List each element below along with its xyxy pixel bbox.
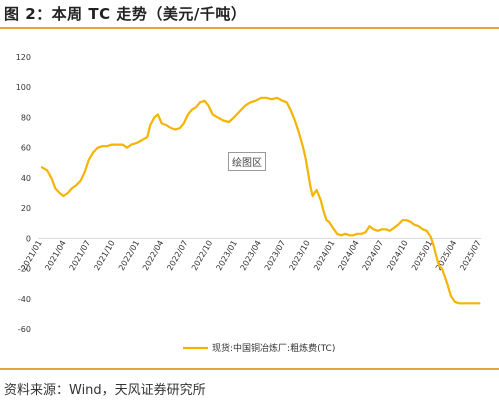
legend: 现货:中国铜冶炼厂:粗炼费(TC) bbox=[183, 342, 335, 354]
y-tick-label: 100 bbox=[16, 83, 31, 92]
x-tick-label: 2022/01 bbox=[117, 239, 141, 272]
y-tick-label: 40 bbox=[21, 174, 31, 183]
y-tick-label: 20 bbox=[21, 204, 31, 213]
x-axis-ticks: 2021/01 2021/04 2021/07 2021/10 2022/01 2022/… bbox=[19, 239, 482, 272]
x-tick-label: 2023/01 bbox=[214, 239, 238, 272]
y-axis-ticks: -60 -40 -20 0 20 40 60 80 100 120 bbox=[16, 53, 31, 334]
legend-label: 现货:中国铜冶炼厂:粗炼费(TC) bbox=[212, 342, 335, 354]
x-tick-label: 2023/04 bbox=[239, 239, 263, 272]
x-tick-label: 2021/10 bbox=[92, 239, 116, 272]
bottom-rule bbox=[0, 368, 499, 370]
x-tick-label: 2022/07 bbox=[165, 239, 189, 272]
x-tick-label: 2021/04 bbox=[43, 239, 67, 272]
x-tick-label: 2024/07 bbox=[361, 239, 385, 272]
tc-series-line bbox=[40, 96, 481, 305]
x-tick-label: 2023/07 bbox=[263, 239, 287, 272]
x-tick-label: 2024/01 bbox=[312, 239, 336, 272]
y-tick-label: 120 bbox=[16, 53, 31, 62]
source-note: 资料来源：Wind，天风证券研究所 bbox=[4, 383, 206, 398]
x-tick-label: 2025/07 bbox=[458, 239, 482, 272]
x-tick-label: 2021/01 bbox=[19, 239, 43, 272]
y-tick-label: 80 bbox=[21, 113, 31, 122]
x-tick-label: 2022/04 bbox=[141, 239, 165, 272]
y-tick-label: -20 bbox=[18, 265, 31, 274]
x-tick-label: 2023/10 bbox=[287, 239, 311, 272]
plot-area-label: 绘图区 bbox=[228, 152, 266, 171]
x-tick-label: 2024/04 bbox=[336, 239, 360, 272]
y-tick-label: -40 bbox=[18, 295, 31, 304]
y-tick-label: -60 bbox=[18, 325, 31, 334]
y-tick-label: 0 bbox=[26, 234, 31, 243]
x-tick-label: 2025/04 bbox=[434, 239, 458, 272]
figure-title: 图 2：本周 TC 走势（美元/千吨） bbox=[4, 5, 247, 23]
top-rule bbox=[0, 27, 499, 29]
y-tick-label: 60 bbox=[21, 144, 31, 153]
x-tick-label: 2021/07 bbox=[68, 239, 92, 272]
x-tick-label: 2022/10 bbox=[190, 239, 214, 272]
x-tick-label: 2025/01 bbox=[410, 239, 434, 272]
x-tick-label: 2024/10 bbox=[385, 239, 409, 272]
